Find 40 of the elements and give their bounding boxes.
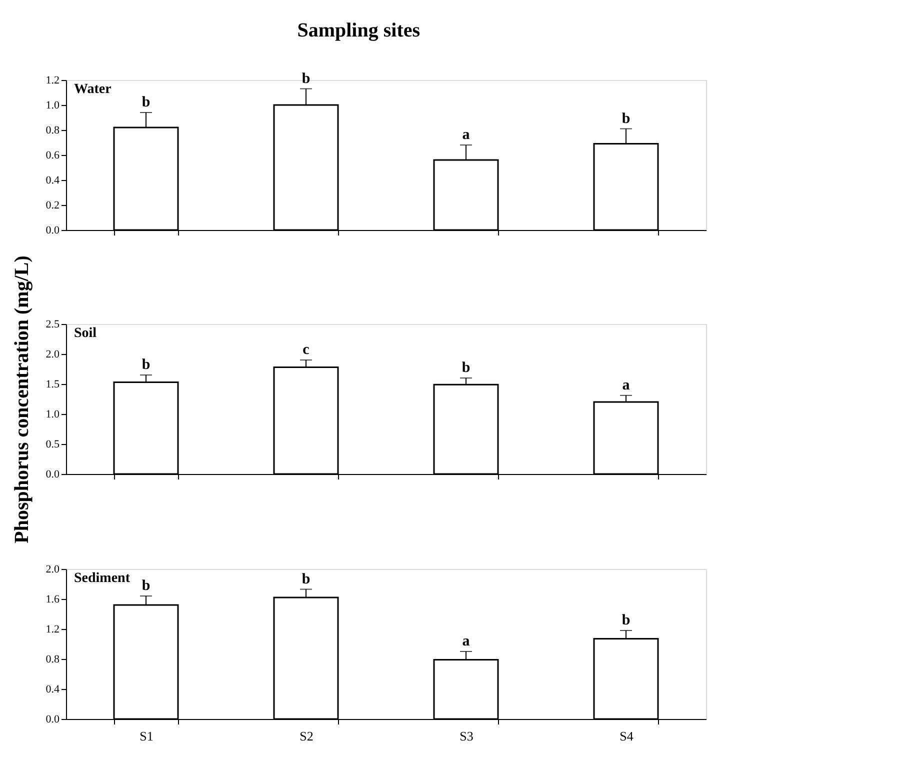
- y-tick-label: 0.2: [46, 200, 60, 212]
- y-tick-label: 1.5: [46, 378, 60, 390]
- y-tick-label: 1.6: [46, 594, 60, 606]
- y-tick-label: 0.4: [46, 684, 60, 696]
- annotation: c: [302, 342, 310, 358]
- y-tick-label: 1.2: [46, 624, 60, 636]
- annotation: b: [622, 110, 630, 127]
- x-tick-label: S3: [460, 728, 474, 744]
- y-tick-label: 1.0: [46, 100, 60, 112]
- annotation: b: [462, 360, 470, 376]
- y-tick-label: 2.0: [46, 564, 60, 576]
- y-tick-label: 0.0: [46, 224, 60, 236]
- annotation: b: [622, 612, 630, 628]
- annotation: b: [142, 578, 150, 594]
- y-tick-label: 2.5: [46, 318, 60, 330]
- chart-title: Sampling sites: [297, 19, 420, 42]
- x-tick-label: S4: [620, 728, 634, 744]
- y-tick-label: 0.8: [46, 124, 60, 136]
- y-tick-label: 1.2: [46, 74, 60, 86]
- annotation: b: [142, 357, 150, 373]
- annotation: Water: [74, 82, 112, 97]
- x-tick-label: S1: [140, 728, 154, 744]
- annotation: a: [462, 127, 470, 143]
- y-tick-label: 0.4: [46, 174, 60, 186]
- y-tick-label: 2.0: [46, 348, 60, 360]
- y-tick-label: 0.8: [46, 654, 60, 666]
- annotation: b: [302, 571, 310, 588]
- y-tick-label: 0.5: [46, 438, 60, 450]
- annotation: Soil: [74, 326, 97, 341]
- y-tick-label: 0.0: [46, 468, 60, 480]
- y-tick-label: 0.6: [46, 150, 60, 162]
- y-tick-label: 1.0: [46, 408, 60, 420]
- y-axis-title: Phosphorus concentration (mg/L): [10, 256, 33, 544]
- annotation: b: [142, 94, 150, 110]
- annotation: Sediment: [74, 571, 130, 586]
- annotation: a: [462, 634, 470, 650]
- annotation: b: [302, 70, 310, 87]
- x-tick-label: S2: [300, 728, 314, 744]
- annotation: a: [622, 377, 630, 394]
- y-tick-label: 0.0: [46, 714, 60, 726]
